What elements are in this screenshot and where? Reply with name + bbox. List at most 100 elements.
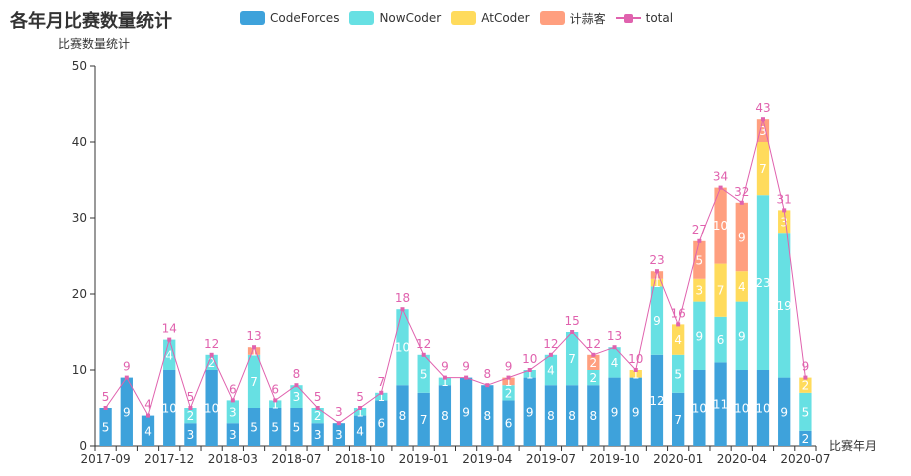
bar-0 [99,408,112,446]
legend-label-total: total [645,11,674,25]
bar-2 [735,271,748,302]
x-tick-label: 2017-12 [144,452,194,466]
total-point [718,185,723,190]
bar-value-label: 7 [717,284,725,298]
total-value-label: 5 [314,390,322,404]
bar-0 [438,385,452,446]
bar-value-label: 7 [568,352,576,366]
y-tick-label: 10 [72,363,87,377]
bar-0 [417,392,430,446]
bar-0 [608,377,621,446]
bar-0 [714,362,727,446]
total-point [421,352,426,357]
bar-3 [714,187,727,264]
legend-item-atcoder[interactable]: AtCoder [451,11,530,25]
bar-0 [247,408,261,446]
bar-0 [332,423,346,446]
bar-value-label: 5 [271,421,279,435]
total-value-label: 32 [734,185,749,199]
total-point [506,375,511,380]
legend-swatch-atcoder [451,11,477,25]
total-point [591,352,596,357]
legend-item-jisuanke[interactable]: 计蒜客 [539,10,606,27]
bar-0 [523,377,536,446]
total-point [570,330,575,334]
bar-value-label: 1 [653,276,661,290]
total-point [676,322,681,327]
legend-label-atcoder: AtCoder [481,11,530,25]
bar-0 [396,385,409,446]
bar-0 [735,370,748,446]
total-value-label: 18 [395,291,410,305]
bar-2 [778,210,791,234]
bar-value-label: 5 [250,421,258,435]
bar-value-label: 2 [802,432,810,446]
x-tick-label: 2019-07 [526,452,576,466]
total-value-label: 6 [229,382,237,396]
total-point [124,375,129,380]
total-value-label: 10 [628,352,643,366]
bar-0 [544,385,558,446]
total-point [146,413,151,418]
x-tick-label: 2018-03 [208,452,258,466]
bar-1 [269,400,282,408]
bar-0 [184,423,197,446]
total-value-label: 12 [204,337,219,351]
bar-3 [650,271,664,279]
total-value-label: 3 [335,405,343,419]
bar-value-label: 3 [759,124,767,138]
total-value-label: 14 [162,322,177,336]
legend-item-total[interactable]: total [615,11,674,25]
total-value-label: 7 [377,375,385,389]
x-axis-label: 比赛年月 [829,439,878,453]
bar-1 [735,301,748,370]
bar-0 [120,377,133,446]
bar-1 [290,385,303,408]
bar-0 [290,408,303,446]
total-point [803,375,808,380]
bar-value-label: 6 [717,333,725,347]
bar-1 [438,377,452,386]
bar-value-label: 5 [674,367,682,381]
bar-value-label: 12 [649,394,664,408]
bar-value-label: 7 [674,413,682,427]
bar-value-label: 4 [611,356,619,370]
total-value-label: 6 [271,382,279,396]
bar-3 [756,119,770,142]
bar-1 [163,339,176,370]
bar-1 [565,332,579,386]
total-point [760,117,765,122]
legend: CodeForces NowCoder AtCoder 计蒜客 total [240,9,683,27]
total-value-label: 9 [505,360,513,374]
bar-0 [778,377,791,446]
bar-value-label: 6 [505,417,513,431]
bar-value-label: 2 [802,379,810,393]
total-point [548,352,553,357]
bar-1 [184,408,197,424]
bar-value-label: 23 [755,276,770,290]
bar-value-label: 1 [356,405,364,419]
legend-item-codeforces[interactable]: CodeForces [240,11,339,25]
bar-value-label: 7 [759,162,767,176]
bar-value-label: 10 [734,402,749,416]
bar-value-label: 8 [590,409,598,423]
total-value-label: 16 [671,306,686,320]
total-point [167,337,172,342]
total-value-label: 12 [586,337,601,351]
bar-0 [141,415,155,446]
bar-0 [353,415,367,446]
total-value-label: 9 [802,360,810,374]
total-value-label: 5 [187,390,195,404]
bar-1 [714,316,727,363]
bar-value-label: 10 [395,341,410,355]
legend-label-codeforces: CodeForces [270,11,340,25]
legend-item-nowcoder[interactable]: NowCoder [349,11,441,25]
bar-value-label: 4 [547,364,555,378]
bar-value-label: 9 [738,231,746,245]
bar-1 [375,392,388,401]
bar-value-label: 7 [420,413,428,427]
total-value-label: 4 [144,398,152,412]
y-axis-label: 比赛数量统计 [58,37,131,51]
bar-value-label: 5 [802,405,810,419]
